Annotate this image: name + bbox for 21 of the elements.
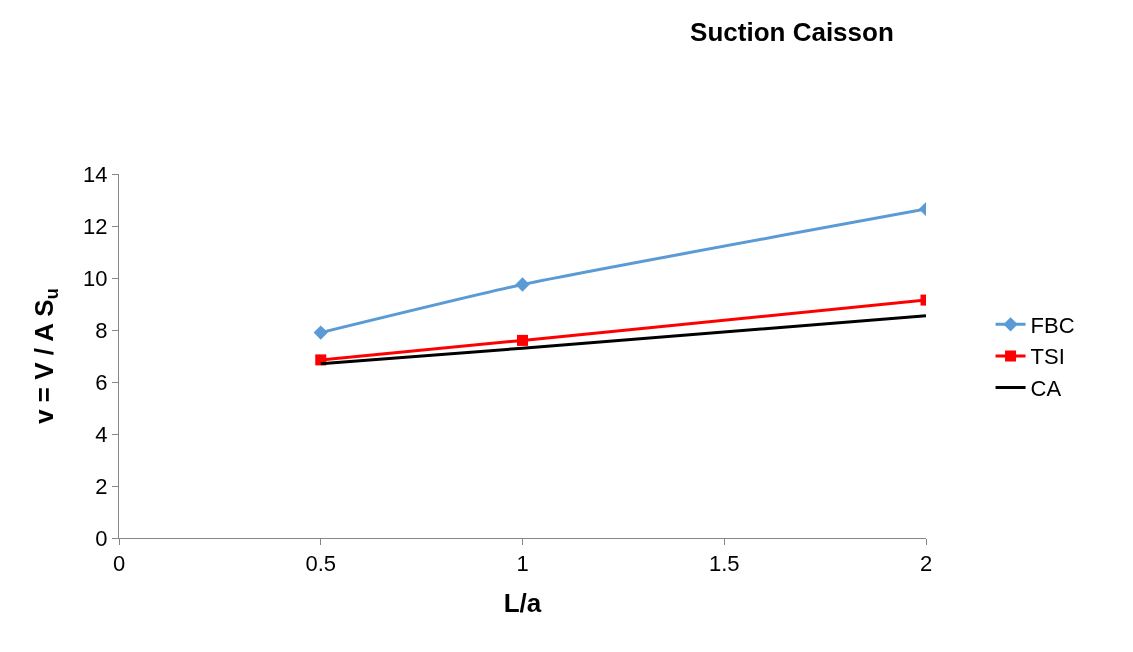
x-tick-label: 2 bbox=[919, 551, 933, 577]
y-tick-label: 4 bbox=[95, 421, 108, 447]
y-tick-label: 8 bbox=[95, 317, 108, 343]
y-tick-label: 0 bbox=[95, 525, 108, 551]
x-tick-label: 1 bbox=[516, 551, 529, 577]
y-tick-label: 6 bbox=[95, 369, 108, 395]
point bbox=[515, 277, 530, 292]
y-tick-label: 14 bbox=[83, 161, 108, 187]
legend-label: CA bbox=[1030, 376, 1062, 402]
x-tick-label: 1.5 bbox=[708, 551, 740, 577]
x-axis-title: L/a bbox=[503, 588, 542, 619]
y-tick-label: 10 bbox=[83, 265, 108, 291]
point bbox=[517, 334, 528, 346]
x-tick-label: 0 bbox=[112, 551, 126, 577]
point bbox=[313, 325, 328, 340]
legend-label: TSI bbox=[1030, 344, 1065, 370]
legend-label: FBC bbox=[1030, 312, 1075, 338]
y-tick-label: 12 bbox=[83, 213, 108, 239]
chart-title: Suction Caisson bbox=[690, 17, 894, 48]
x-tick-label: 0.5 bbox=[305, 551, 337, 577]
y-tick-label: 2 bbox=[95, 473, 108, 499]
